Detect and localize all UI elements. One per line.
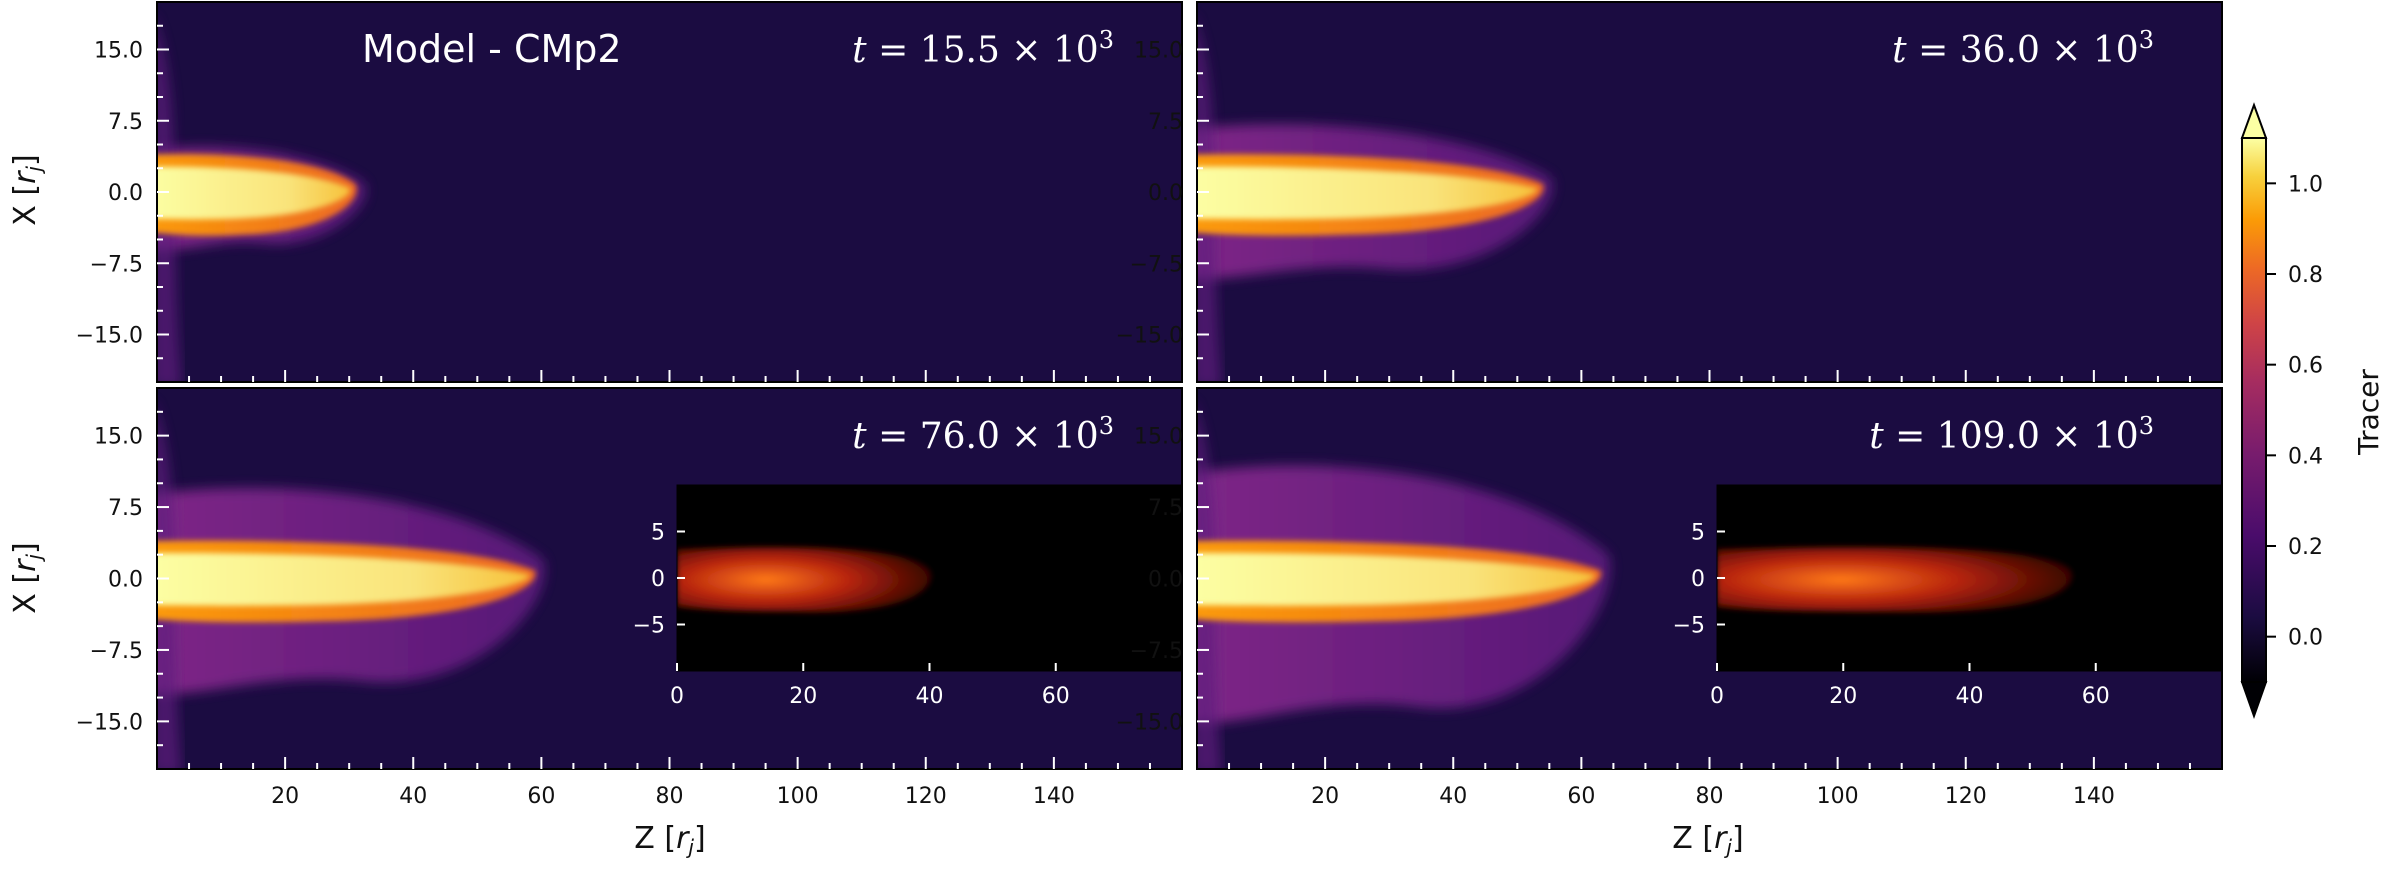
jet-core [1197,166,1538,220]
time-label: t = 15.5 × 103 [852,26,1114,71]
y-tick-label: 15.0 [1134,425,1183,450]
y-tick-label: 7.5 [108,496,143,521]
tracer-field [1197,25,1553,382]
model-label: Model - CMp2 [362,27,622,71]
y-tick-label: 15.0 [94,425,143,450]
x-tick-label: 40 [1439,784,1467,809]
inset-emission [1717,547,2072,613]
y-tick-label: −7.5 [90,639,143,664]
inset-y-tick-label: −5 [1673,614,1705,639]
colorbar-tick-label: 1.0 [2288,172,2323,197]
inset-y-tick-label: 0 [651,567,665,592]
panel-4: 15.0 7.5 0.0 −7.5 −15.0 20 40 60 80 100 120 140 t = … [1116,387,2223,809]
y-tick-label: 7.5 [1148,496,1183,521]
x-tick-label: 140 [2073,784,2115,809]
inset-x-tick-label: 20 [1829,684,1857,709]
panel-2: 15.0 7.5 0.0 −7.5 −15.0 t = 36.0 × 103 [1116,1,2223,383]
y-tick-label: −7.5 [1130,639,1183,664]
tracer-field [157,25,366,382]
panels-group: 15.0 7.5 0.0 −7.5 −15.0 t = 15.5 × 103 Model -… [76,1,2223,809]
time-label: t = 76.0 × 103 [852,412,1114,457]
x-tick-label: 80 [656,784,684,809]
colorbar-tick-label: 0.6 [2288,354,2323,379]
inset-y-tick-label: −5 [633,614,665,639]
colorbar-tick-label: 0.4 [2288,444,2323,469]
y-tick-label: −15.0 [76,710,143,735]
y-tick-label: −7.5 [1130,252,1183,277]
jet-core [1197,553,1595,606]
y-tick-label: −7.5 [90,252,143,277]
inset-x-tick-label: 60 [1042,684,1070,709]
colorbar-ticks: 1.0 0.8 0.6 0.4 0.2 0.0 [2266,172,2323,651]
inset-x-tick-label: 40 [916,684,944,709]
inset-emission [677,547,931,613]
inset-x-tick-label: 20 [789,684,817,709]
jet-core [157,166,351,220]
inset-y-tick-label: 5 [1691,521,1705,546]
y-tick-label: −15.0 [76,324,143,349]
inset-x-tick-label: 0 [670,684,684,709]
panel-1: 15.0 7.5 0.0 −7.5 −15.0 t = 15.5 × 103 Model -… [76,1,1183,383]
x-tick-label: 140 [1033,784,1075,809]
jet-core [157,553,530,606]
y-tick-label: 15.0 [1134,39,1183,64]
time-label: t = 36.0 × 103 [1892,26,2154,71]
time-label: t = 109.0 × 103 [1869,412,2154,457]
y-tick-label: 0.0 [108,568,143,593]
inset-y-tick-label: 0 [1691,567,1705,592]
colorbar-extend-bottom [2240,681,2268,720]
y-tick-label: −15.0 [1116,710,1183,735]
colorbar-tick-label: 0.8 [2288,263,2323,288]
inset-panel: 0 20 40 60 5 0 −5 [633,484,1183,709]
tracer-field [157,411,545,769]
x-tick-label: 20 [271,784,299,809]
colorbar-tick-label: 0.0 [2288,626,2323,651]
x-axis-label-left: Z [rj] [634,821,705,859]
colorbar-gradient [2241,137,2267,683]
x-tick-label: 120 [1945,784,1987,809]
inset-x-tick-label: 40 [1956,684,1984,709]
colorbar: 1.0 0.8 0.6 0.4 0.2 0.0 Tracer [2240,102,2385,720]
y-tick-label: 7.5 [1148,110,1183,135]
x-tick-label: 120 [905,784,947,809]
y-axis-label-bottom: X [rj] [8,542,46,613]
y-tick-label: 15.0 [94,39,143,64]
y-tick-label: 0.0 [108,181,143,206]
inset-x-tick-label: 0 [1710,684,1724,709]
y-tick-label: 7.5 [108,110,143,135]
y-tick-label: 0.0 [1148,568,1183,593]
x-tick-label: 60 [1567,784,1595,809]
y-axis-label-top: X [rj] [8,154,46,225]
inset-panel: 0 20 40 60 5 0 −5 [1673,484,2223,709]
colorbar-tick-label: 0.2 [2288,535,2323,560]
y-tick-label: −15.0 [1116,324,1183,349]
y-tick-label: 0.0 [1148,181,1183,206]
colorbar-extend-top [2240,102,2268,139]
x-tick-label: 20 [1311,784,1339,809]
x-tick-label: 100 [777,784,819,809]
x-axis-label-right: Z [rj] [1672,821,1743,859]
colorbar-label: Tracer [2352,369,2385,456]
x-tick-label: 60 [527,784,555,809]
panel-3: 15.0 7.5 0.0 −7.5 −15.0 20 40 60 80 100 120 140 t = … [76,387,1183,809]
tracer-field [1197,411,1611,769]
x-tick-label: 40 [399,784,427,809]
inset-y-tick-label: 5 [651,521,665,546]
x-tick-label: 100 [1817,784,1859,809]
x-tick-label: 80 [1696,784,1724,809]
inset-x-tick-label: 60 [2082,684,2110,709]
